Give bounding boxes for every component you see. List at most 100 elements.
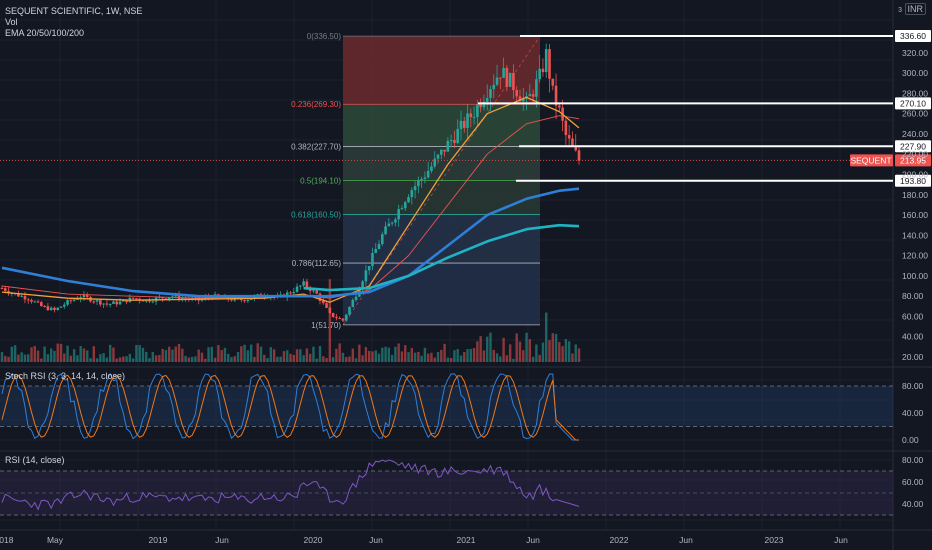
candle-body <box>66 300 69 305</box>
price-axis[interactable]: 320.00 300.00 280.00 260.00 240.00 220.00 200.… <box>902 48 928 362</box>
volume-bar <box>36 350 40 362</box>
candle-body <box>292 291 296 294</box>
level-badge-text: 227.90 <box>900 141 926 151</box>
candle-body <box>325 303 328 308</box>
volume-bar <box>151 351 155 362</box>
candle-body <box>492 84 496 90</box>
time-tick-label: 2019 <box>149 535 168 545</box>
candle-body <box>82 294 86 298</box>
currency-label[interactable]: 3 INR <box>898 3 926 15</box>
fibonacci-retracement[interactable]: 0(336.50) 0.236(269.30) 0.382(227.70) 0.5(1… <box>291 32 541 330</box>
candle-body <box>181 297 184 300</box>
volume-bar <box>308 353 312 362</box>
candles <box>0 43 581 323</box>
candle-body <box>72 299 76 301</box>
candle-body <box>151 301 155 303</box>
volume-bar <box>128 353 132 362</box>
volume-bar <box>367 350 371 362</box>
volume-bar <box>463 351 466 362</box>
volume-bar <box>223 347 227 362</box>
volume-bar <box>312 346 315 362</box>
volume-bar <box>43 346 46 362</box>
ema-legend[interactable]: EMA 20/50/100/200 <box>5 28 85 38</box>
fib-level-label: 0.5(194.10) <box>300 176 341 185</box>
vol-legend[interactable]: Vol <box>5 17 18 27</box>
volume-bar <box>253 356 256 362</box>
candle-body <box>315 290 319 294</box>
volume-bar <box>56 343 59 362</box>
volume-bar <box>112 347 115 362</box>
candle-body <box>230 299 233 301</box>
volume-bar <box>207 347 210 362</box>
candle-body <box>433 158 437 167</box>
volume-bar <box>236 351 240 362</box>
volume-bar <box>125 356 128 362</box>
volume-bar <box>92 346 95 362</box>
candle-body <box>469 113 473 118</box>
volume-bar <box>371 351 374 362</box>
candle-body <box>430 166 433 171</box>
candle-body <box>374 248 378 254</box>
candle-body <box>62 304 66 307</box>
volume-bar <box>443 343 446 362</box>
volume-bar <box>499 356 502 362</box>
candle-body <box>131 297 135 299</box>
candle-body <box>558 105 561 108</box>
volume-bar <box>213 357 217 362</box>
volume-bar <box>292 354 295 362</box>
candle-body <box>440 149 443 155</box>
volume-bar <box>338 343 341 362</box>
fib-band <box>343 36 540 105</box>
volume-bar <box>387 347 391 362</box>
candle-body <box>240 298 243 301</box>
time-tick-label: Jun <box>834 535 848 545</box>
volume-bar <box>10 346 14 362</box>
candle-body <box>122 299 125 302</box>
volume-bar <box>571 353 574 362</box>
candle-body <box>344 314 348 321</box>
volume-bar <box>263 354 266 362</box>
candle-body <box>459 120 463 129</box>
candle-body <box>518 96 522 102</box>
volume-bar <box>217 345 220 362</box>
candle-body <box>53 307 56 310</box>
volume-bar <box>131 358 135 362</box>
candle-body <box>321 300 325 304</box>
time-tick-label: Jun <box>369 535 383 545</box>
volume-bar <box>246 350 250 362</box>
candle-body <box>285 292 289 298</box>
time-tick-label: 2023 <box>765 535 784 545</box>
volume-bar <box>266 358 269 362</box>
volume-bar <box>230 357 233 362</box>
price-tick-label: 300.00 <box>902 68 928 78</box>
candle-body <box>377 243 381 249</box>
time-axis[interactable]: 2018 May 2019 Jun 2020 Jun 2021 Jun 2022 Jun 2023 J… <box>0 535 848 545</box>
volume-bar <box>522 350 525 362</box>
volume-bar <box>118 357 122 362</box>
volume-bar <box>413 352 417 362</box>
candle-body <box>485 97 489 102</box>
price-tick-label: 200.00 <box>902 169 928 179</box>
stoch-tick-label: 40.00 <box>902 408 924 418</box>
volume-bar <box>27 354 30 362</box>
candle-body <box>479 104 482 108</box>
volume-bar <box>417 351 420 362</box>
rsi-legend[interactable]: RSI (14, close) <box>5 455 65 465</box>
volume-bar <box>525 332 528 362</box>
volume-bar <box>108 344 112 362</box>
candle-body <box>305 281 309 288</box>
ema-100-line <box>1 187 580 298</box>
volume-bar <box>335 348 338 362</box>
stoch-rsi-legend[interactable]: Stoch RSI (3, 3, 14, 14, close) <box>5 371 126 381</box>
volume-bar <box>135 344 138 362</box>
candle-body <box>289 292 292 294</box>
level-badge <box>895 97 931 110</box>
volume-bar <box>361 355 364 362</box>
candle-body <box>426 170 430 178</box>
volume-bar <box>374 350 377 362</box>
horizontal-lines[interactable]: 336.60 270.10 227.90 193.80 SEQUENT 213.95 <box>0 30 931 187</box>
fib-level-label: 0.618(160.50) <box>291 211 341 220</box>
candle-body <box>515 90 519 97</box>
volume-bar <box>279 356 282 362</box>
